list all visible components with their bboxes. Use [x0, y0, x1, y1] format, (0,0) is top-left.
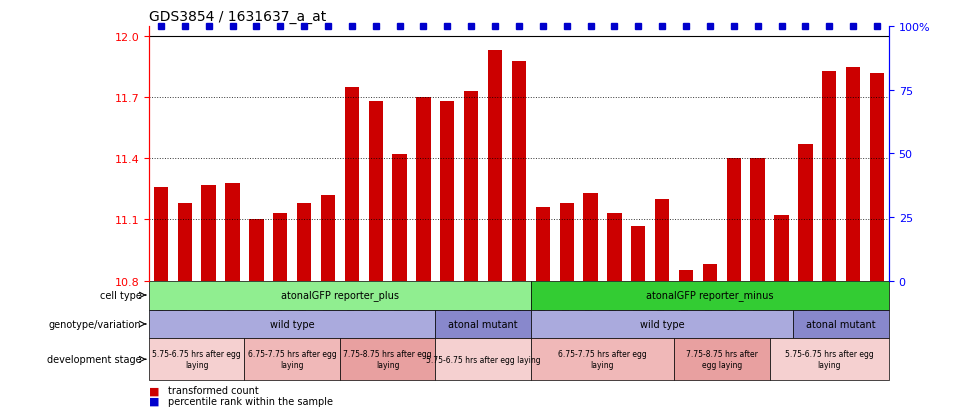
Bar	[512, 62, 526, 281]
Bar	[702, 265, 717, 281]
Bar	[607, 214, 622, 281]
Bar	[631, 226, 646, 281]
Bar	[583, 193, 598, 281]
Bar	[674, 339, 770, 380]
Bar	[799, 145, 813, 281]
Text: wild type: wild type	[640, 319, 684, 329]
Text: 5.75-6.75 hrs after egg
laying: 5.75-6.75 hrs after egg laying	[785, 350, 874, 369]
Text: atonalGFP reporter_plus: atonalGFP reporter_plus	[281, 290, 399, 301]
Bar	[751, 159, 765, 281]
Text: 6.75-7.75 hrs after egg
laying: 6.75-7.75 hrs after egg laying	[248, 350, 336, 369]
Text: atonal mutant: atonal mutant	[806, 319, 876, 329]
Bar	[770, 339, 889, 380]
Bar	[273, 214, 287, 281]
Bar	[775, 216, 789, 281]
Text: 7.75-8.75 hrs after
egg laying: 7.75-8.75 hrs after egg laying	[686, 350, 758, 369]
Text: percentile rank within the sample: percentile rank within the sample	[168, 396, 333, 406]
Text: development stage: development stage	[47, 354, 141, 364]
Text: genotype/variation: genotype/variation	[49, 319, 141, 329]
Text: 6.75-7.75 hrs after egg
laying: 6.75-7.75 hrs after egg laying	[558, 350, 647, 369]
Bar	[559, 204, 574, 281]
Bar	[655, 199, 669, 281]
Bar	[794, 310, 889, 339]
Bar	[149, 310, 435, 339]
Bar	[846, 67, 860, 281]
Bar	[727, 159, 741, 281]
Text: ■: ■	[149, 396, 160, 406]
Bar	[244, 339, 340, 380]
Bar	[149, 339, 244, 380]
Bar	[202, 185, 216, 281]
Text: cell type: cell type	[100, 290, 141, 300]
Bar	[392, 155, 407, 281]
Bar	[297, 204, 311, 281]
Bar	[435, 310, 530, 339]
Bar	[154, 188, 168, 281]
Bar	[149, 281, 530, 310]
Bar	[530, 339, 674, 380]
Bar	[440, 102, 455, 281]
Text: atonalGFP reporter_minus: atonalGFP reporter_minus	[646, 290, 774, 301]
Text: 5.75-6.75 hrs after egg laying: 5.75-6.75 hrs after egg laying	[426, 355, 540, 364]
Bar	[435, 339, 530, 380]
Bar	[464, 92, 479, 281]
Bar	[321, 195, 335, 281]
Text: wild type: wild type	[270, 319, 314, 329]
Text: GDS3854 / 1631637_a_at: GDS3854 / 1631637_a_at	[149, 10, 326, 24]
Bar	[535, 208, 550, 281]
Bar	[870, 74, 884, 281]
Bar	[678, 271, 693, 281]
Bar	[345, 88, 359, 281]
Text: transformed count: transformed count	[168, 385, 259, 395]
Bar	[488, 51, 503, 281]
Bar	[249, 220, 263, 281]
Bar	[178, 204, 192, 281]
Bar	[225, 183, 239, 281]
Text: 7.75-8.75 hrs after egg
laying: 7.75-8.75 hrs after egg laying	[343, 350, 431, 369]
Text: ■: ■	[149, 385, 160, 395]
Text: atonal mutant: atonal mutant	[449, 319, 518, 329]
Bar	[369, 102, 382, 281]
Bar	[530, 281, 889, 310]
Bar	[340, 339, 435, 380]
Bar	[822, 71, 836, 281]
Bar	[530, 310, 794, 339]
Text: 5.75-6.75 hrs after egg
laying: 5.75-6.75 hrs after egg laying	[153, 350, 241, 369]
Bar	[416, 98, 431, 281]
